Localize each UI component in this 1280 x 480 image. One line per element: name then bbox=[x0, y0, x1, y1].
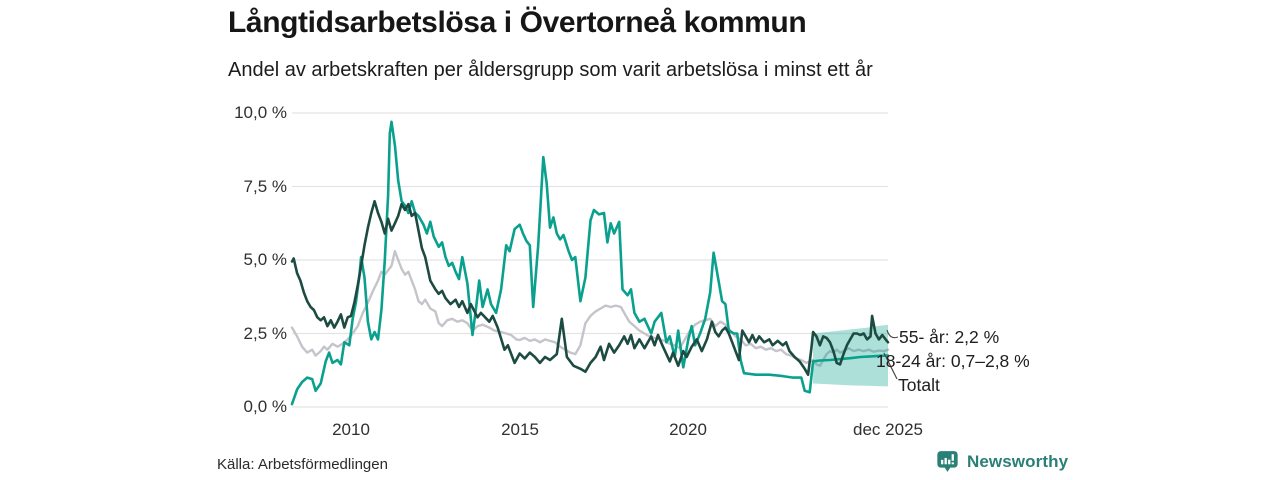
y-axis-tick-5: 5,0 % bbox=[243, 250, 287, 269]
y-axis-tick-7-5: 7,5 % bbox=[243, 177, 287, 196]
annotation-55-ar: 55- år: 2,2 % bbox=[899, 327, 1000, 347]
newsworthy-bubble-barchart-icon bbox=[937, 451, 958, 472]
annotation-totalt: Totalt bbox=[898, 375, 940, 395]
x-axis-tick-2020: 2020 bbox=[669, 420, 707, 439]
page-title: Långtidsarbetslösa i Övertorneå kommun bbox=[228, 6, 807, 39]
y-axis-tick-10: 10,0 % bbox=[234, 103, 287, 122]
newsworthy-logo: Newsworthy bbox=[936, 450, 1068, 473]
annotation-18-24-ar: 18-24 år: 0,7–2,8 % bbox=[876, 351, 1030, 371]
y-axis-tick-2-5: 2,5 % bbox=[243, 324, 287, 343]
source-credit: Källa: Arbetsförmedlingen bbox=[217, 456, 388, 473]
x-axis-tick-dec-2025: dec 2025 bbox=[853, 420, 923, 439]
y-axis-tick-0: 0,0 % bbox=[243, 397, 287, 416]
x-axis-tick-2015: 2015 bbox=[501, 420, 539, 439]
page-subtitle: Andel av arbetskraften per åldersgrupp s… bbox=[228, 59, 873, 81]
brand-wordmark: Newsworthy bbox=[967, 451, 1069, 471]
x-axis-tick-2010: 2010 bbox=[332, 420, 370, 439]
